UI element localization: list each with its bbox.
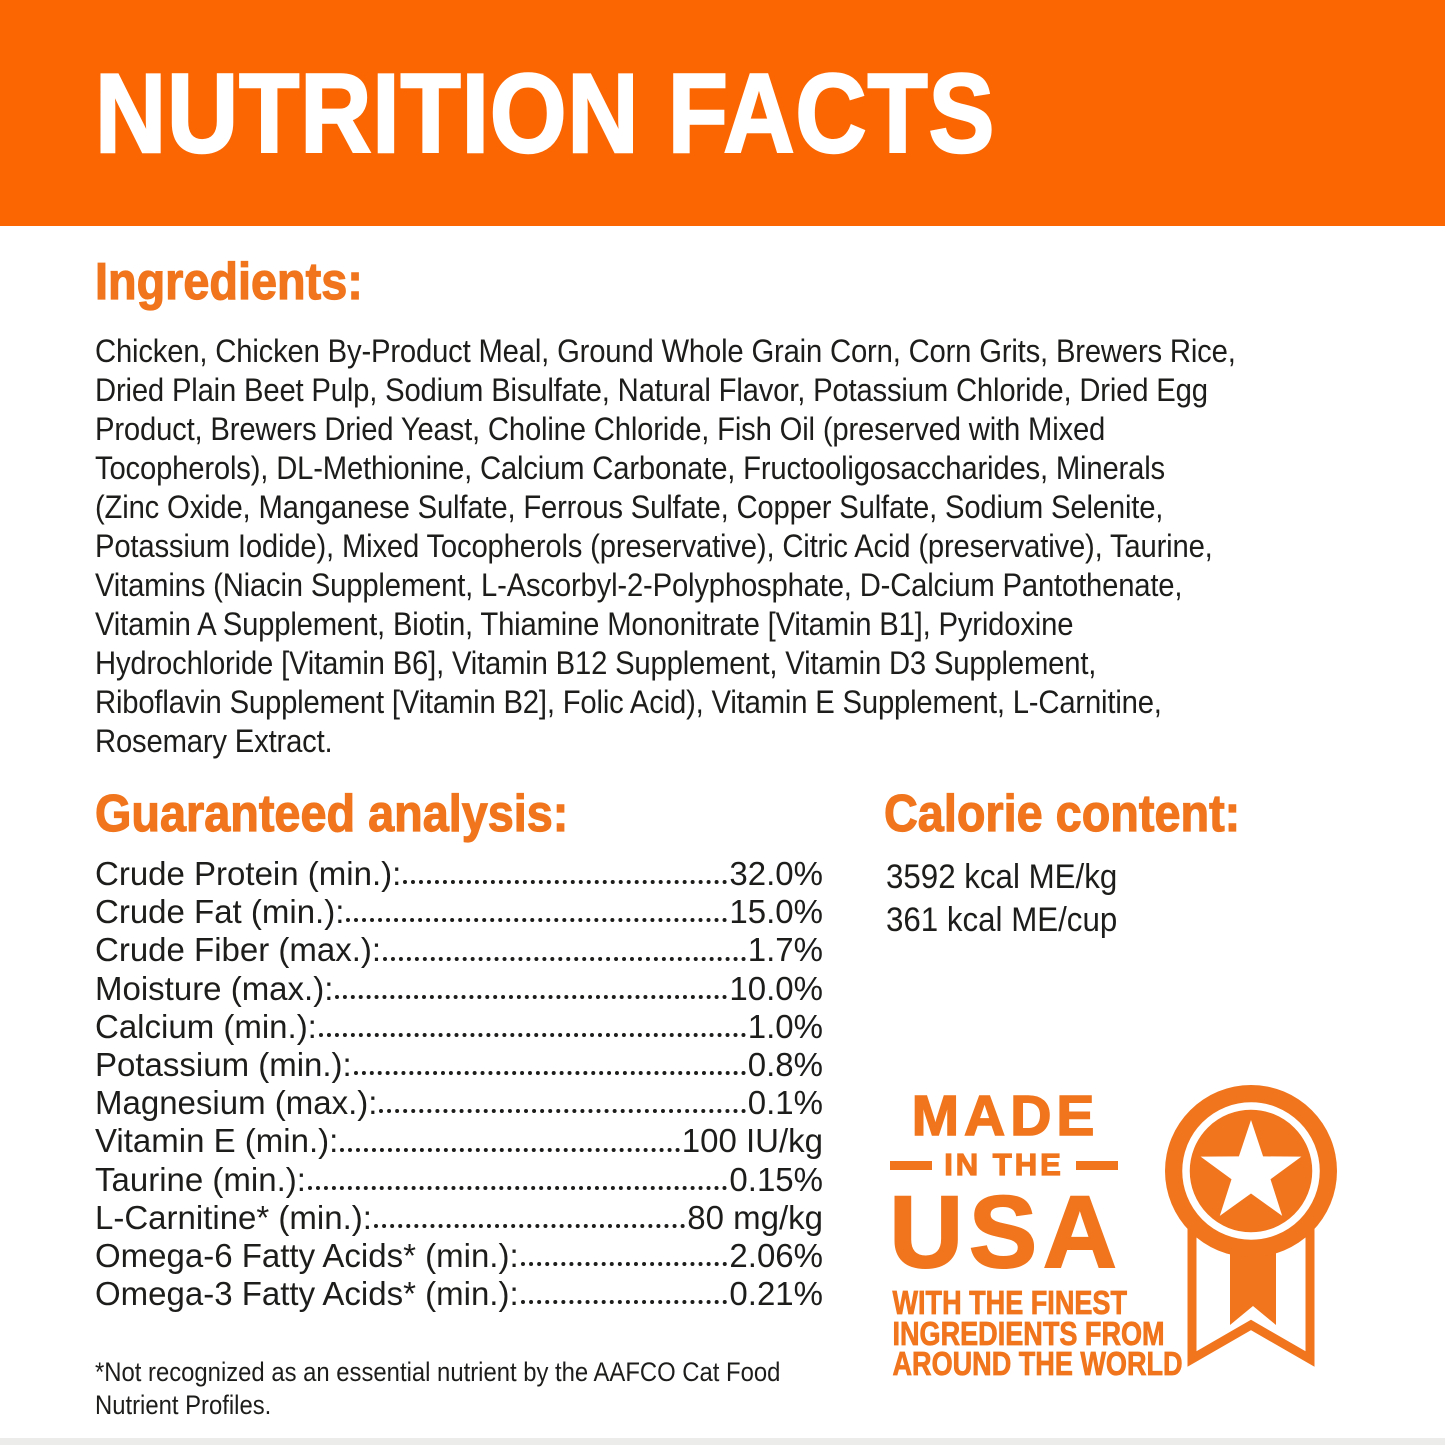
analysis-value: 100 IU/kg xyxy=(681,1122,823,1160)
in-the-text: IN THE xyxy=(944,1146,1064,1182)
usa-text: USA xyxy=(888,1175,1123,1289)
award-ribbon-star-icon xyxy=(1165,1085,1337,1367)
analysis-value: 80 mg/kg xyxy=(687,1198,823,1236)
analysis-value: 10.0% xyxy=(729,969,823,1007)
guaranteed-analysis-rows: Crude Protein (min.): 32.0% Crude Fat (m… xyxy=(95,855,823,1313)
analysis-label: Moisture (max.): xyxy=(95,969,334,1007)
leader-dots xyxy=(353,1071,746,1076)
analysis-value: 15.0% xyxy=(729,893,823,931)
analysis-row: Potassium (min.): 0.8% xyxy=(95,1046,823,1084)
usa-tagline-line1: WITH THE FINEST xyxy=(892,1284,1127,1321)
analysis-label: Vitamin E (min.): xyxy=(95,1122,339,1160)
analysis-row: Omega-3 Fatty Acids* (min.): 0.21% xyxy=(95,1275,823,1313)
ingredients-heading: Ingredients: xyxy=(94,253,363,312)
analysis-label: Omega-3 Fatty Acids* (min.): xyxy=(95,1275,519,1313)
analysis-row: Calcium (min.): 1.0% xyxy=(95,1008,823,1046)
analysis-label: Omega-6 Fatty Acids* (min.): xyxy=(95,1236,519,1274)
analysis-row: Moisture (max.): 10.0% xyxy=(95,970,823,1008)
analysis-value: 32.0% xyxy=(729,855,823,892)
analysis-value: 0.15% xyxy=(729,1160,823,1198)
analysis-label: Crude Fat (min.): xyxy=(95,893,345,931)
analysis-label: Calcium (min.): xyxy=(95,1007,317,1045)
analysis-label: Potassium (min.): xyxy=(95,1045,352,1083)
calorie-per-cup: 361 kcal ME/cup xyxy=(886,901,1118,939)
made-in-usa-text-block: MADE IN THE USA WITH THE FINEST INGREDIE… xyxy=(868,1084,1183,1382)
analysis-row: Magnesium (max.): 0.1% xyxy=(95,1084,823,1122)
leader-dots xyxy=(379,1109,746,1114)
ingredients-text: Chicken, Chicken By-Product Meal, Ground… xyxy=(95,333,1236,759)
analysis-row: Omega-6 Fatty Acids* (min.): 2.06% xyxy=(95,1237,823,1275)
leader-dots xyxy=(383,956,746,961)
guaranteed-analysis-heading: Guaranteed analysis: xyxy=(94,785,569,844)
analysis-value: 0.21% xyxy=(729,1275,823,1313)
analysis-label: Taurine (min.): xyxy=(95,1160,306,1198)
analysis-label: Crude Fiber (max.): xyxy=(95,931,382,969)
dash-left-decoration xyxy=(890,1160,933,1170)
analysis-value: 1.0% xyxy=(747,1007,823,1045)
analysis-label: L-Carnitine* (min.): xyxy=(95,1198,372,1236)
analysis-value: 0.8% xyxy=(747,1045,823,1083)
leader-dots xyxy=(403,880,728,885)
made-text: MADE xyxy=(911,1084,1100,1148)
analysis-value: 2.06% xyxy=(729,1236,823,1274)
leader-dots xyxy=(346,918,728,923)
usa-tagline-line3: AROUND THE WORLD xyxy=(892,1345,1183,1382)
calorie-per-kg: 3592 kcal ME/kg xyxy=(886,858,1118,896)
analysis-label: Crude Protein (min.): xyxy=(95,855,402,892)
page-title: NUTRITION FACTS xyxy=(94,49,996,177)
analysis-footnote: *Not recognized as an essential nutrient… xyxy=(95,1357,781,1420)
leader-dots xyxy=(340,1147,680,1152)
leader-dots xyxy=(318,1032,746,1037)
analysis-label: Magnesium (max.): xyxy=(95,1084,378,1122)
leader-dots xyxy=(307,1185,728,1190)
leader-dots xyxy=(373,1223,686,1228)
dash-right-decoration xyxy=(1075,1160,1118,1170)
bottom-edge-strip xyxy=(0,1438,1445,1445)
analysis-row: Vitamin E (min.): 100 IU/kg xyxy=(95,1122,823,1160)
in-the-row: IN THE xyxy=(868,1146,1140,1183)
leader-dots xyxy=(520,1262,728,1267)
leader-dots xyxy=(335,994,728,999)
analysis-row: Crude Fat (min.): 15.0% xyxy=(95,893,823,931)
analysis-value: 0.1% xyxy=(747,1084,823,1122)
analysis-row: Crude Protein (min.): 32.0% xyxy=(95,855,823,893)
analysis-row: L-Carnitine* (min.): 80 mg/kg xyxy=(95,1199,823,1237)
analysis-value: 1.7% xyxy=(747,931,823,969)
calorie-content-heading: Calorie content: xyxy=(883,785,1241,844)
analysis-row: Taurine (min.): 0.15% xyxy=(95,1161,823,1199)
leader-dots xyxy=(520,1300,728,1305)
header-banner: NUTRITION FACTS xyxy=(0,0,1445,226)
analysis-row: Crude Fiber (max.): 1.7% xyxy=(95,931,823,969)
